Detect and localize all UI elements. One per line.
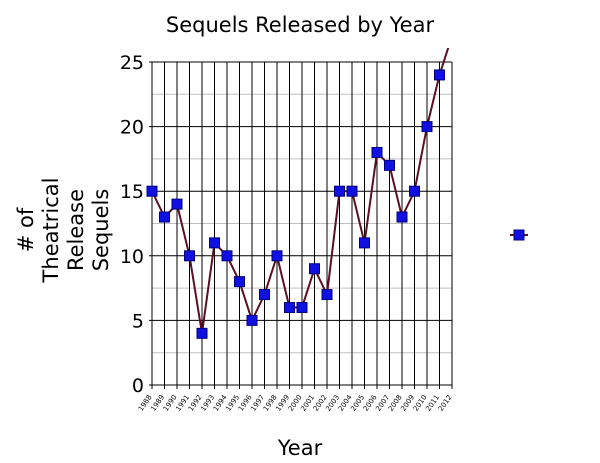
y-axis-label-line-3: Release [64, 189, 88, 271]
data-point [284, 301, 295, 313]
data-point [159, 211, 170, 223]
data-point [421, 121, 433, 133]
y-axis-label: # of Theatrical Release Sequels [14, 178, 113, 284]
y-tick-label: 0 [132, 375, 144, 397]
vertical-grid [151, 62, 453, 389]
y-tick-label: 15 [120, 181, 144, 203]
legend-marker [513, 229, 525, 241]
data-point [309, 263, 320, 275]
x-axis-label: Year [277, 436, 323, 460]
data-point [259, 289, 270, 301]
data-point [334, 185, 345, 197]
data-point [209, 237, 220, 249]
data-point [196, 327, 208, 339]
chart-title: Sequels Released by Year [166, 13, 435, 37]
data-point [271, 250, 283, 262]
y-tick-label: 25 [120, 52, 144, 74]
data-point [171, 198, 183, 210]
y-axis-ticks: 0 5 10 15 20 25 [120, 52, 144, 397]
data-point [246, 314, 258, 326]
data-point [296, 301, 308, 313]
y-axis-label-line-4: Sequels [89, 189, 113, 272]
data-point [371, 146, 383, 158]
data-point [384, 159, 395, 171]
data-point [396, 211, 408, 223]
data-point [321, 289, 333, 301]
legend [510, 229, 528, 241]
data-point [434, 69, 445, 81]
series [146, 48, 450, 339]
data-point [146, 185, 158, 197]
y-tick-label: 20 [120, 117, 144, 139]
data-point [184, 250, 195, 262]
y-axis-label-line-1: # of [14, 207, 38, 252]
x-axis-ticks: 1988198919901991199219931994199519961997… [137, 393, 454, 413]
data-point [221, 250, 233, 262]
y-axis-label-line-2: Theatrical [39, 178, 63, 284]
y-tick-label: 10 [120, 246, 144, 268]
data-point [346, 185, 358, 197]
x-tick-label: 2012 [437, 394, 454, 413]
y-tick-label: 5 [132, 310, 144, 332]
data-point [359, 237, 370, 249]
data-point [409, 185, 420, 197]
data-point [234, 276, 245, 288]
